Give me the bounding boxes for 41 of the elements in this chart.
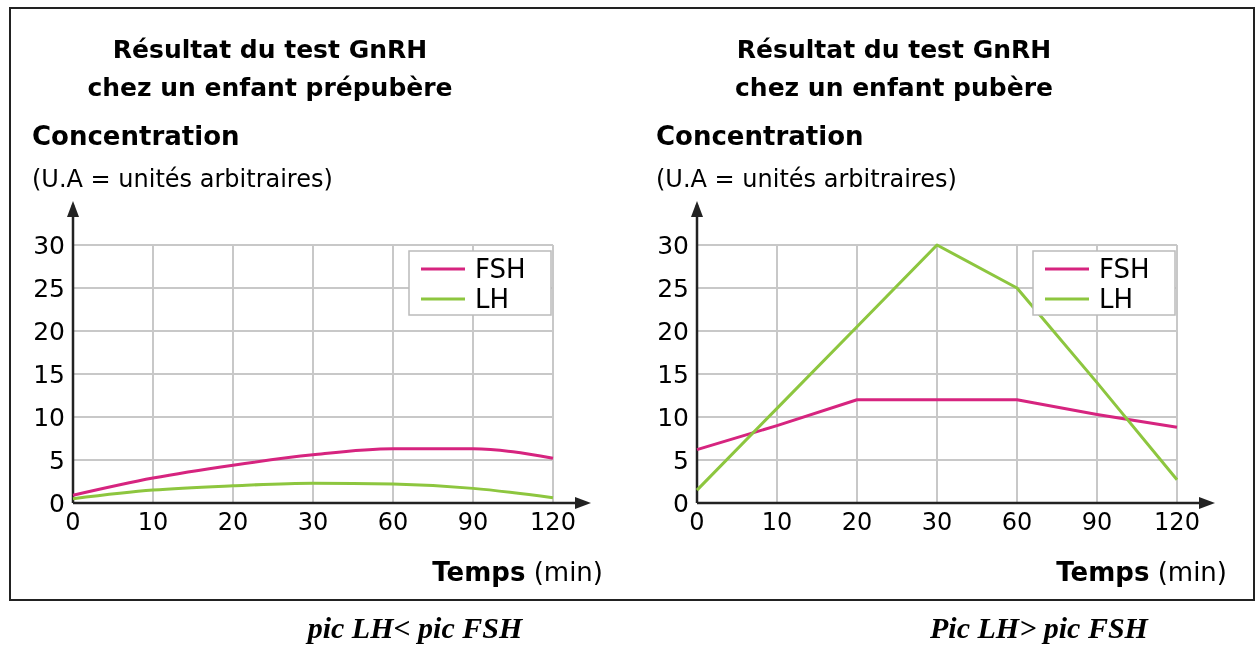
y-axis-title: Concentration (U.A = unités arbitraires)	[32, 121, 333, 193]
x-tick-label: 60	[1001, 508, 1033, 536]
legend-label: FSH	[475, 254, 526, 284]
line-series	[695, 398, 1179, 452]
y-tick-label: 15	[657, 360, 689, 389]
y-tick-label: 10	[33, 403, 65, 432]
legend-label: LH	[1099, 284, 1134, 314]
y-tick-label: 25	[33, 274, 65, 303]
text: Pic LH> pic FSH	[929, 611, 1150, 644]
x-tick-label: 10	[761, 508, 793, 536]
chart-title: Résultat du test GnRH chez un enfant prépubère	[87, 35, 453, 102]
x-tick-label: 20	[841, 508, 873, 536]
line-series	[71, 481, 555, 501]
x-tick-label: 30	[297, 508, 329, 536]
y-tick-label: 30	[33, 231, 65, 260]
y-tick-label: 5	[49, 446, 65, 475]
x-tick-label: 20	[217, 508, 249, 536]
y-tick-label: 25	[657, 274, 689, 303]
legend-label: LH	[475, 284, 510, 314]
chart-title: Résultat du test GnRH chez un enfant pubère	[735, 35, 1053, 102]
x-tick-label: 120	[530, 508, 576, 536]
legend-label: FSH	[1099, 254, 1150, 284]
x-tick-label: 120	[1154, 508, 1200, 536]
y-tick-label: 0	[49, 489, 65, 518]
text: pic LH< pic FSH	[304, 611, 524, 644]
y-tick-label: 20	[33, 317, 65, 346]
y-tick-label: 30	[657, 231, 689, 260]
x-tick-label: 90	[1081, 508, 1113, 536]
y-tick-label: 15	[33, 360, 65, 389]
y-tick-label: 10	[657, 403, 689, 432]
x-tick-label: 30	[921, 508, 953, 536]
x-tick-label: 10	[137, 508, 169, 536]
x-axis-title: Temps (min)	[432, 557, 603, 587]
x-axis-title: Temps (min)	[1056, 557, 1227, 587]
y-axis-title: Concentration (U.A = unités arbitraires)	[656, 121, 957, 193]
x-tick-label: 90	[457, 508, 489, 536]
y-tick-label: 0	[673, 489, 689, 518]
x-tick-label: 60	[377, 508, 409, 536]
y-tick-label: 5	[673, 446, 689, 475]
y-tick-label: 20	[657, 317, 689, 346]
line-series	[71, 447, 555, 497]
